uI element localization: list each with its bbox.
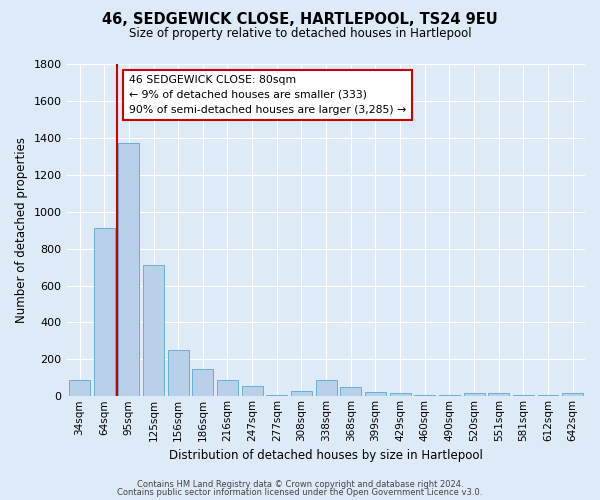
Bar [168, 350, 188, 397]
Text: Contains HM Land Registry data © Crown copyright and database right 2024.: Contains HM Land Registry data © Crown c… [137, 480, 463, 489]
Text: 46, SEDGEWICK CLOSE, HARTLEPOOL, TS24 9EU: 46, SEDGEWICK CLOSE, HARTLEPOOL, TS24 9E… [102, 12, 498, 28]
Bar [464, 394, 485, 396]
Text: Size of property relative to detached houses in Hartlepool: Size of property relative to detached ho… [128, 28, 472, 40]
X-axis label: Distribution of detached houses by size in Hartlepool: Distribution of detached houses by size … [169, 450, 483, 462]
Bar [291, 390, 312, 396]
Bar [217, 380, 238, 396]
Bar [340, 387, 361, 396]
Bar [69, 380, 90, 396]
Bar [389, 392, 410, 396]
Text: 46 SEDGEWICK CLOSE: 80sqm
← 9% of detached houses are smaller (333)
90% of semi-: 46 SEDGEWICK CLOSE: 80sqm ← 9% of detach… [129, 75, 406, 114]
Bar [242, 386, 263, 396]
Bar [193, 369, 214, 396]
Bar [316, 380, 337, 396]
Text: Contains public sector information licensed under the Open Government Licence v3: Contains public sector information licen… [118, 488, 482, 497]
Bar [488, 392, 509, 396]
Bar [118, 144, 139, 396]
Bar [365, 392, 386, 396]
Y-axis label: Number of detached properties: Number of detached properties [15, 137, 28, 323]
Bar [143, 265, 164, 396]
Bar [94, 228, 115, 396]
Bar [562, 394, 583, 396]
